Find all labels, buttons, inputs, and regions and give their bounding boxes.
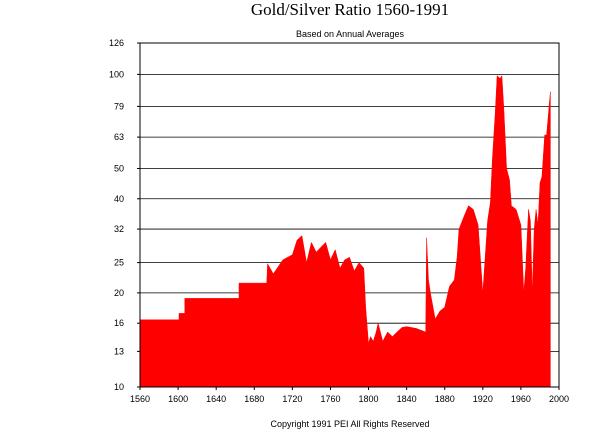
y-tick-label: 79 bbox=[114, 101, 124, 111]
x-tick-label: 1720 bbox=[282, 394, 302, 404]
y-tick-label: 126 bbox=[109, 38, 124, 48]
y-tick-label: 25 bbox=[114, 258, 124, 268]
y-tick-label: 40 bbox=[114, 194, 124, 204]
x-tick-label: 1800 bbox=[359, 394, 379, 404]
x-tick-label: 1840 bbox=[397, 394, 417, 404]
y-axis-ticks: 10 13 16 20 25 32 40 50 63 79 100 126 bbox=[109, 38, 140, 392]
y-tick-label: 16 bbox=[114, 318, 124, 328]
y-tick-label: 100 bbox=[109, 69, 124, 79]
y-tick-label: 50 bbox=[114, 163, 124, 173]
y-tick-label: 63 bbox=[114, 132, 124, 142]
chart-footer: Copyright 1991 PEI All Rights Reserved bbox=[270, 419, 430, 429]
y-tick-label: 10 bbox=[114, 382, 124, 392]
x-axis-ticks: 1560 1600 1640 1680 1720 1760 1800 1840 1880 1920… bbox=[130, 387, 569, 404]
ratio-area bbox=[139, 74, 551, 388]
x-tick-label: 1600 bbox=[168, 394, 188, 404]
x-tick-label: 1560 bbox=[130, 394, 150, 404]
x-tick-label: 1680 bbox=[244, 394, 264, 404]
y-tick-label: 32 bbox=[114, 224, 124, 234]
x-tick-label: 1640 bbox=[206, 394, 226, 404]
y-tick-label: 13 bbox=[114, 346, 124, 356]
x-tick-label: 1880 bbox=[435, 394, 455, 404]
x-tick-label: 2000 bbox=[549, 394, 569, 404]
chart-subtitle: Based on Annual Averages bbox=[296, 29, 404, 39]
plot-frame bbox=[139, 42, 560, 388]
y-tick-label: 20 bbox=[114, 288, 124, 298]
x-tick-label: 1760 bbox=[320, 394, 340, 404]
chart-title: Gold/Silver Ratio 1560-1991 bbox=[250, 0, 450, 19]
x-tick-label: 1960 bbox=[511, 394, 531, 404]
x-tick-label: 1920 bbox=[473, 394, 493, 404]
